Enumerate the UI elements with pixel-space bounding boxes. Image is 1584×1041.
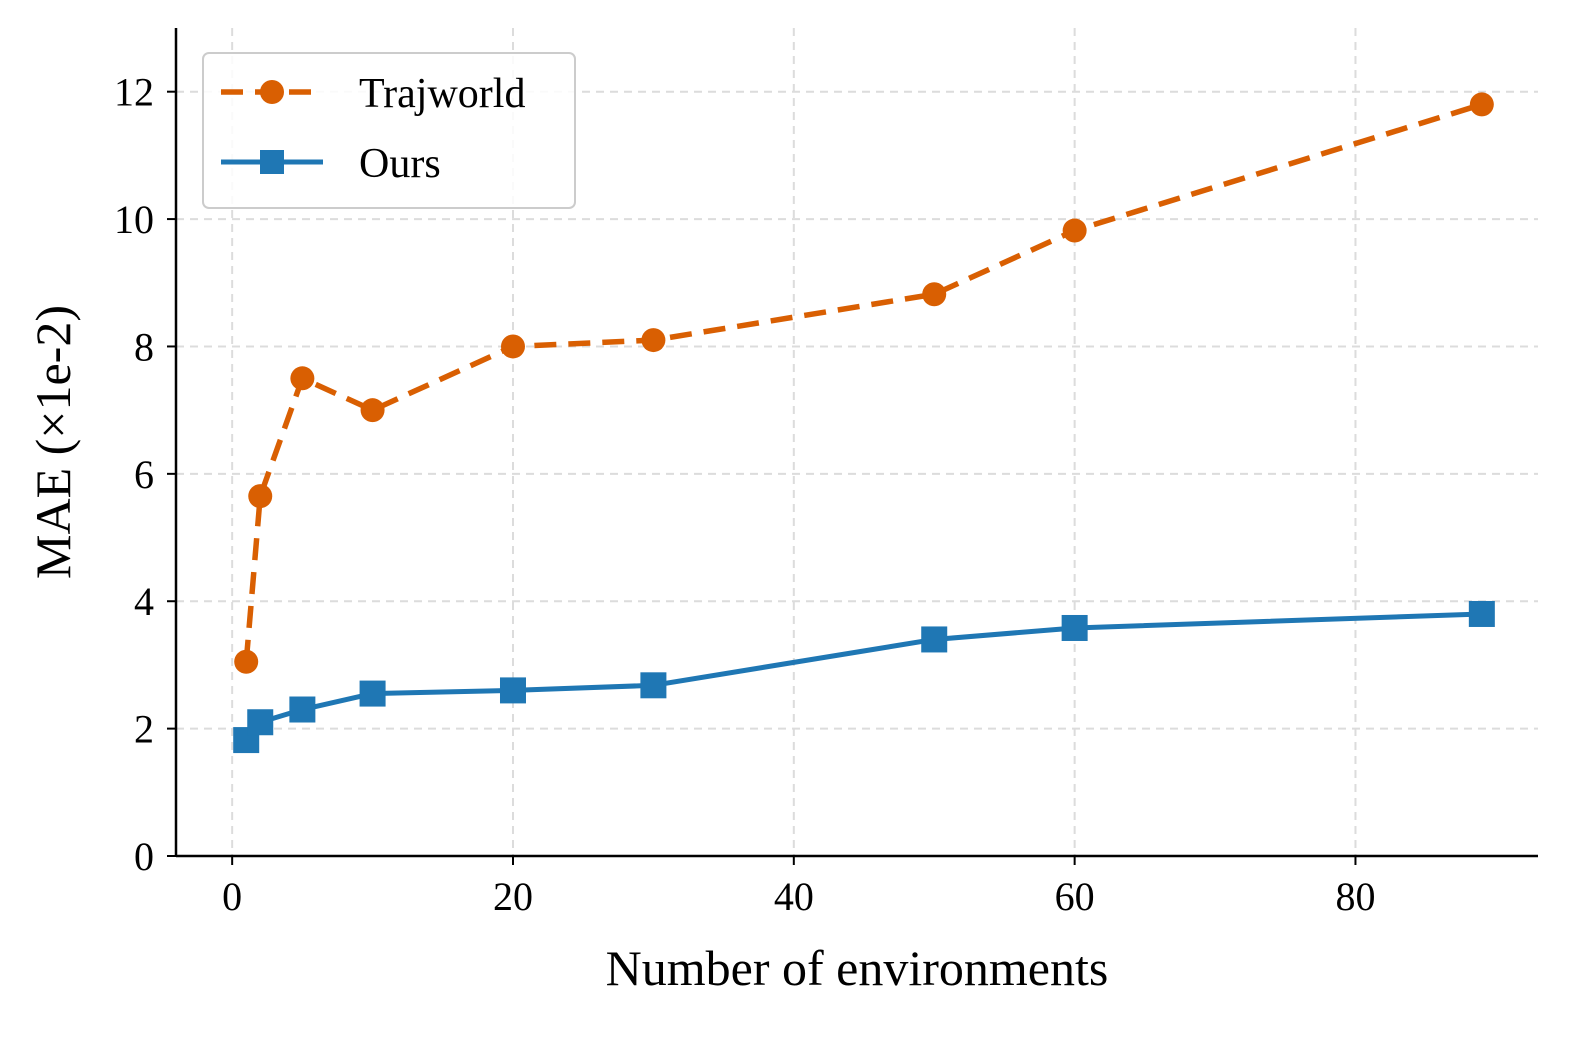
ours-data-point: [247, 709, 274, 736]
y-tick-label: 6: [134, 452, 154, 497]
y-axis-label: MAE (×1e-2): [25, 305, 81, 579]
ticks: 0 20 40 60 80 0 2 4 6 8 10 12: [114, 70, 1375, 919]
ours-series-line: [244, 611, 1482, 742]
x-tick-label: 20: [493, 874, 533, 919]
x-tick-label: 80: [1335, 874, 1375, 919]
y-tick-label: 10: [114, 197, 154, 242]
ours-data-point: [499, 677, 526, 704]
series: [233, 92, 1495, 754]
ours-data-point: [640, 672, 667, 699]
x-tick-label: 60: [1055, 874, 1095, 919]
ours-data-point: [289, 696, 316, 723]
y-tick-label: 12: [114, 70, 154, 115]
y-tick-label: 8: [134, 324, 154, 369]
ours-data-point: [921, 626, 948, 653]
axes: [174, 28, 1538, 858]
legend: Trajworld Ours: [202, 52, 576, 209]
trajworld-data-point: [1469, 92, 1494, 117]
y-tick-label: 0: [134, 834, 154, 879]
y-tick-label: 4: [134, 579, 154, 624]
ours-data-point: [1468, 600, 1495, 627]
x-tick-label: 0: [222, 874, 242, 919]
trajworld-data-point: [1062, 218, 1087, 243]
legend-ours-label: Ours: [359, 141, 441, 187]
trajworld-data-point: [641, 328, 666, 353]
trajworld-data-point: [922, 282, 947, 307]
trajworld-data-point: [360, 398, 385, 423]
legend-ours-marker: [260, 150, 284, 174]
trajworld-data-point: [290, 366, 315, 391]
ours-data-point: [359, 680, 386, 707]
legend-trajworld-marker: [260, 80, 284, 104]
trajworld-data-point: [248, 484, 273, 509]
y-tick-label: 2: [134, 707, 154, 752]
ours-data-point: [1061, 614, 1088, 641]
x-axis-label: Number of environments: [606, 940, 1109, 996]
grid-lines: [176, 28, 1538, 857]
trajworld-data-point: [234, 649, 259, 674]
x-tick-label: 40: [774, 874, 814, 919]
legend-trajworld-label: Trajworld: [359, 71, 525, 117]
trajworld-data-point: [500, 334, 525, 359]
